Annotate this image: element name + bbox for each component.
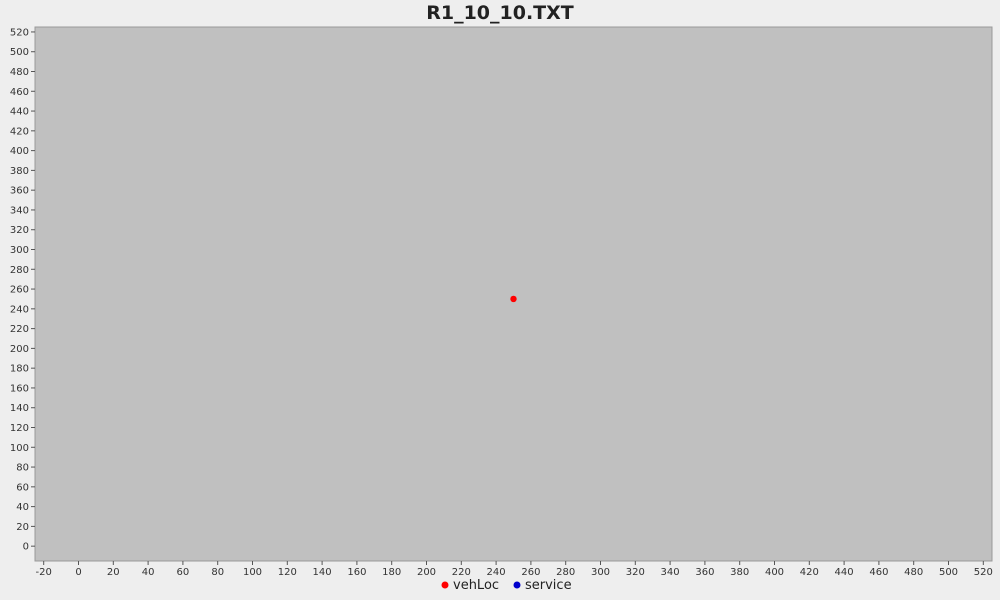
- x-tick-label: 500: [939, 567, 958, 578]
- x-tick-label: 340: [661, 567, 680, 578]
- x-axis: -20 0 20 40 60 80 100 120 140 160 180 200 220 240 260 2…: [36, 561, 993, 578]
- x-tick-label: 100: [243, 567, 262, 578]
- y-tick-label: 200: [10, 344, 29, 355]
- x-tick-label: 400: [765, 567, 784, 578]
- x-tick-label: 260: [521, 567, 540, 578]
- x-tick-label: 40: [142, 567, 155, 578]
- y-tick-label: 480: [10, 67, 29, 78]
- y-tick-label: 220: [10, 324, 29, 335]
- y-tick-label: 320: [10, 225, 29, 236]
- legend-label-service: service: [525, 578, 572, 593]
- y-tick-label: 420: [10, 126, 29, 137]
- legend: vehLoc service: [441, 578, 572, 593]
- y-tick-label: 140: [10, 403, 29, 414]
- x-tick-label: 380: [730, 567, 749, 578]
- x-tick-label: 460: [869, 567, 888, 578]
- x-tick-label: 360: [695, 567, 714, 578]
- y-tick-label: 120: [10, 423, 29, 434]
- y-tick-label: 520: [10, 27, 29, 38]
- vehLoc-point: [510, 295, 517, 303]
- x-tick-label: 140: [313, 567, 332, 578]
- x-tick-label: 120: [278, 567, 297, 578]
- plot-area: [34, 26, 993, 562]
- y-tick-label: 380: [10, 166, 29, 177]
- x-tick-label: 20: [107, 567, 120, 578]
- x-tick-label: 300: [591, 567, 610, 578]
- y-tick-label: 80: [16, 463, 29, 474]
- y-tick-label: 40: [16, 502, 29, 513]
- x-tick-label: 60: [177, 567, 190, 578]
- x-tick-label: 320: [626, 567, 645, 578]
- legend-marker-service: [513, 581, 521, 589]
- chart-title: R1_10_10.TXT: [426, 2, 574, 24]
- y-tick-label: 260: [10, 285, 29, 296]
- series-vehLoc: [510, 295, 517, 303]
- y-tick-label: 460: [10, 87, 29, 98]
- x-tick-label: 160: [347, 567, 366, 578]
- y-axis: 0 20 40 60 80 100 120 140 160 180 200 220 240 260 280 3…: [10, 27, 35, 553]
- y-tick-label: 240: [10, 304, 29, 315]
- y-tick-label: 360: [10, 186, 29, 197]
- x-tick-label: -20: [36, 567, 52, 578]
- x-tick-label: 0: [75, 567, 81, 578]
- x-tick-label: 420: [800, 567, 819, 578]
- x-tick-label: 220: [452, 567, 471, 578]
- y-tick-label: 60: [16, 482, 29, 493]
- y-tick-label: 340: [10, 205, 29, 216]
- legend-marker-vehLoc: [441, 581, 449, 589]
- y-tick-label: 500: [10, 47, 29, 58]
- y-tick-label: 160: [10, 383, 29, 394]
- x-tick-label: 80: [211, 567, 224, 578]
- x-tick-label: 180: [382, 567, 401, 578]
- legend-label-vehLoc: vehLoc: [453, 578, 499, 593]
- x-tick-label: 280: [556, 567, 575, 578]
- y-tick-label: 100: [10, 443, 29, 454]
- y-tick-label: 300: [10, 245, 29, 256]
- x-tick-label: 440: [835, 567, 854, 578]
- y-tick-label: 20: [16, 522, 29, 533]
- y-tick-label: 280: [10, 265, 29, 276]
- y-tick-label: 0: [23, 542, 29, 553]
- y-tick-label: 180: [10, 364, 29, 375]
- x-tick-label: 200: [417, 567, 436, 578]
- x-tick-label: 480: [904, 567, 923, 578]
- y-tick-label: 440: [10, 107, 29, 118]
- points-layer: [510, 295, 517, 303]
- y-tick-label: 400: [10, 146, 29, 157]
- x-tick-label: 240: [487, 567, 506, 578]
- x-tick-label: 520: [974, 567, 993, 578]
